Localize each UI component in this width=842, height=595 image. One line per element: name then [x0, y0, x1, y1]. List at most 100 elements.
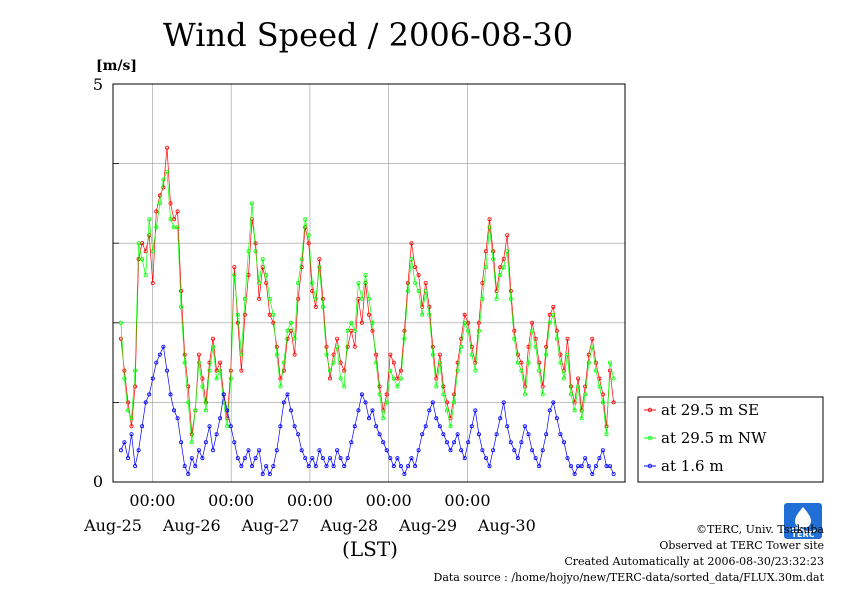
series-1-point-80: [398, 368, 403, 373]
terc-logo: TERC: [784, 503, 822, 539]
series-1-point-13: [161, 185, 166, 190]
series-2-point-119: [537, 368, 542, 373]
series-1-point-91: [437, 352, 442, 357]
series-1-point-128: [569, 384, 574, 389]
series-3-point-67: [352, 424, 357, 429]
series-2-point-3: [126, 408, 131, 413]
series-3-point-89: [430, 400, 435, 405]
series-1-point-12: [157, 193, 162, 198]
series-3-point-66: [349, 440, 354, 445]
series-2-point-55: [310, 280, 315, 285]
series-3-point-39: [253, 456, 258, 461]
series-2-point-62: [335, 344, 340, 349]
series-3-point-59: [324, 464, 329, 469]
series-1-point-1: [118, 336, 123, 341]
series-3-point-68: [356, 408, 361, 413]
series-3-point-43: [267, 471, 272, 476]
series-2-point-79: [395, 384, 400, 389]
series-3-point-122: [547, 408, 552, 413]
series-3-point-132: [583, 456, 588, 461]
series-3-point-7: [140, 424, 145, 429]
series-1-point-72: [370, 328, 375, 333]
series-3-point-112: [512, 448, 517, 453]
series-3-point-114: [519, 440, 524, 445]
series-2-point-139: [608, 360, 613, 365]
series-2-point-129: [572, 408, 577, 413]
series-2-point-125: [558, 360, 563, 365]
series-2-point-110: [505, 249, 510, 254]
series-2-point-106: [491, 257, 496, 262]
series-3-point-6: [136, 448, 141, 453]
series-3-point-127: [565, 456, 570, 461]
series-1-point-47: [281, 368, 286, 373]
series-3-point-38: [249, 464, 254, 469]
series-3-point-104: [483, 456, 488, 461]
series-2-point-101: [473, 368, 478, 373]
series-1-point-45: [274, 344, 279, 349]
series-3-point-22: [193, 464, 198, 469]
series-3-point-20: [186, 471, 191, 476]
series-3-point-58: [320, 456, 325, 461]
series-3-point-11: [154, 360, 159, 365]
series-3-point-102: [476, 432, 481, 437]
series-3-point-14: [164, 368, 169, 373]
series-2-point-34: [235, 312, 240, 317]
series-3-point-120: [540, 448, 545, 453]
series-3-point-69: [359, 392, 364, 397]
series-3-point-117: [530, 448, 535, 453]
series-2-point-96: [455, 368, 460, 373]
series-3-point-136: [597, 456, 602, 461]
series-3-point-28: [214, 432, 219, 437]
series-2-point-48: [285, 328, 290, 333]
series-2-point-5: [133, 368, 138, 373]
series-1-point-131: [579, 408, 584, 413]
series-2-point-64: [342, 384, 347, 389]
series-3-point-48: [285, 392, 290, 397]
series-2-point-4: [129, 416, 134, 421]
series-3-point-9: [147, 392, 152, 397]
grid: [113, 84, 625, 482]
series-3-point-87: [423, 424, 428, 429]
series-3-point-30: [221, 392, 226, 397]
series-3-point-13: [161, 344, 166, 349]
series-3-point-55: [310, 456, 315, 461]
series-1-point-115: [523, 384, 528, 389]
series-3-point-91: [437, 424, 442, 429]
series-1-point-69: [359, 320, 364, 325]
series-2-point-50: [292, 336, 297, 341]
series-2-point-83: [409, 257, 414, 262]
series-1-point-106: [491, 249, 496, 254]
series-1-point-33: [232, 265, 237, 270]
series-1-point-98: [462, 312, 467, 317]
footer: ©TERC, Univ. Tsukuba Observed at TERC To…: [434, 522, 825, 586]
series-2-point-126: [562, 376, 567, 381]
x-tick-labels: 00:00 00:00 00:00 00:00 00:00 Aug-25 Aug-26 Aug…: [83, 491, 536, 535]
series-2-point-88: [427, 312, 432, 317]
legend-label-2: at 29.5 m NW: [661, 429, 767, 447]
series-2-point-140: [611, 376, 616, 381]
series-1-point-19: [182, 352, 187, 357]
series-3-point-10: [150, 376, 155, 381]
series-3-point-70: [363, 400, 368, 405]
series-2-point-117: [530, 328, 535, 333]
series-3-point-134: [590, 471, 595, 476]
series-1-point-77: [388, 352, 393, 357]
series-2-point-69: [359, 296, 364, 301]
series-3-point-121: [544, 432, 549, 437]
series-2-point-28: [214, 376, 219, 381]
series-2-point-61: [331, 360, 336, 365]
series-3-point-57: [317, 448, 322, 453]
series-3-point-35: [239, 464, 244, 469]
series-3-point-51: [296, 432, 301, 437]
series-2-point-8: [143, 272, 148, 277]
series-3-point-52: [299, 448, 304, 453]
series-2-point-41: [260, 257, 265, 262]
series-2-point-87: [423, 288, 428, 293]
series-1-point-42: [264, 280, 269, 285]
series-2-point-32: [228, 376, 233, 381]
series-2-point-109: [501, 265, 506, 270]
series-1-point-65: [345, 344, 350, 349]
series-2-point-40: [257, 280, 262, 285]
series-1-point-130: [576, 376, 581, 381]
series-2-point-94: [448, 424, 453, 429]
